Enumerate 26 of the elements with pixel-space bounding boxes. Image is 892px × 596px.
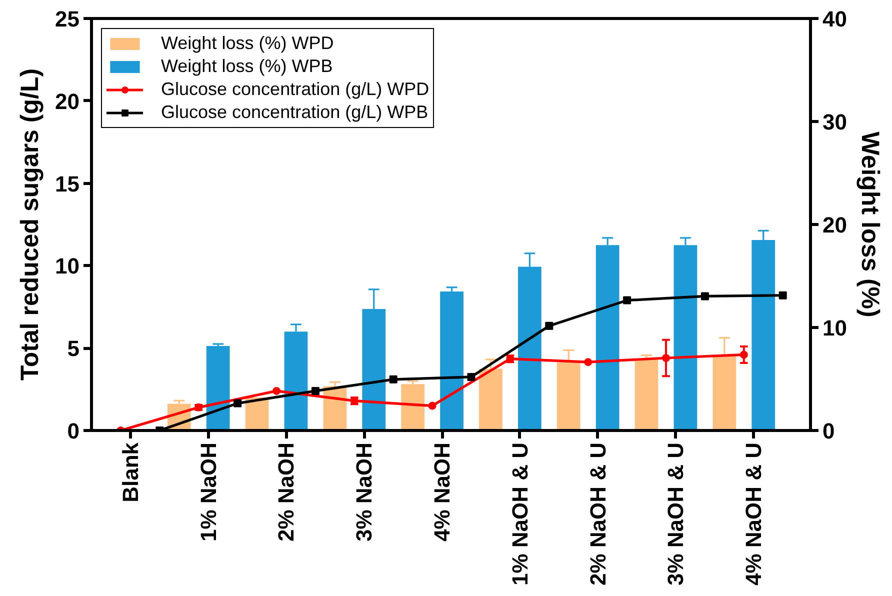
legend-label: Weight loss (%) WPB: [161, 56, 333, 77]
x-tick-label: 2% NaOH: [274, 442, 299, 542]
y-axis-title: Total reduced sugars (g/L): [16, 68, 44, 381]
y-tick-label: 10: [55, 254, 80, 279]
y2-tick-label: 0: [822, 418, 835, 444]
x-tick-label: 3% NaOH & U: [663, 442, 688, 586]
legend-label: Weight loss (%) WPD: [161, 33, 334, 54]
y-tick-label: 15: [55, 171, 80, 196]
y-tick-label: 25: [55, 6, 80, 32]
y2-tick-label: 20: [822, 212, 847, 238]
x-tick-label: 3% NaOH: [352, 442, 377, 542]
y-tick-label: 0: [67, 418, 80, 444]
x-tick-label: 4% NaOH: [430, 442, 455, 542]
legend-label: Glucose concentration (g/L) WPD: [161, 79, 430, 100]
y2-tick-label: 30: [822, 110, 847, 134]
x-tick-label: Blank: [118, 442, 143, 502]
x-tick-label: 2% NaOH & U: [585, 442, 610, 586]
y-tick-label: 5: [67, 336, 80, 362]
y-tick-label: 20: [55, 88, 80, 114]
x-tick-label: 1% NaOH: [196, 442, 221, 542]
x-tick-label: 1% NaOH & U: [507, 442, 532, 586]
y2-tick-label: 40: [822, 6, 847, 32]
legend-label: Glucose concentration (g/L) WPB: [161, 102, 428, 123]
y2-axis-title: Weight loss (%): [856, 132, 884, 318]
y2-tick-label: 10: [822, 316, 847, 340]
x-tick-label: 4% NaOH & U: [741, 442, 766, 586]
